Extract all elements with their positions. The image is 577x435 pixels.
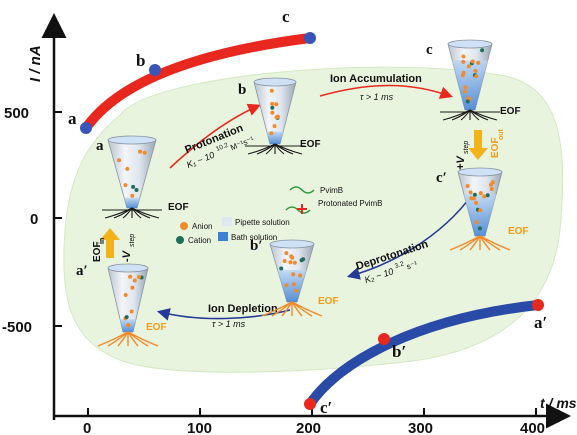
plus-v-step: +V [455, 155, 467, 170]
pipette-a-prime [97, 263, 159, 347]
y-tick-500: 500 [4, 105, 29, 122]
curve-label-c: c [282, 7, 290, 26]
eof-in-label: EOF [92, 241, 103, 262]
point-c-prime [304, 398, 316, 410]
curve-label-a-prime: a′ [534, 313, 547, 332]
state-label-a-prime: a′ [76, 263, 88, 279]
deprotonation-rate-unit: s⁻¹ [405, 259, 418, 271]
anion-icon [180, 222, 188, 230]
legend-anion: Anion [192, 222, 212, 231]
point-b [149, 64, 161, 76]
axes: 500 0 -500 0 100 200 300 400 I / nA t / … [2, 13, 577, 435]
protonation-rate-exp: 10.2 [215, 142, 230, 153]
legend-bath: Bath solution [231, 233, 277, 242]
lower-current-curve [305, 300, 543, 409]
eof-label-a: EOF [168, 202, 189, 213]
state-label-a: a [96, 138, 104, 154]
y-axis-label: I / nA [27, 45, 44, 82]
curve-label-c-prime: c′ [320, 398, 332, 417]
state-label-c-prime: c′ [436, 170, 447, 186]
state-label-b: b [238, 82, 246, 98]
x-tick-200: 200 [296, 420, 321, 435]
left-step-arrow [100, 228, 120, 258]
curve-label-a: a [68, 109, 77, 128]
x-tick-400: 400 [520, 420, 545, 435]
pipette-b [245, 77, 305, 155]
legend-cation: Cation [188, 236, 211, 245]
eof-label-b-prime: EOF [318, 296, 339, 307]
accumulation-title: Ion Accumulation [330, 73, 422, 85]
eof-label-c-prime: EOF [508, 226, 529, 237]
eof-label-a-prime: EOF [146, 322, 167, 333]
legend: Anion Cation Pipette solution Bath solut… [176, 186, 382, 245]
curve-label-b: b [136, 51, 145, 70]
y-tick-0: 0 [30, 211, 38, 228]
x-axis-label: t / ms [540, 395, 577, 411]
plus-v-step-sub: step [463, 141, 470, 154]
protonation-arrow [169, 103, 261, 169]
eof-out-label: EOF [490, 137, 501, 158]
cation-icon [176, 236, 184, 244]
pipette-a [102, 135, 162, 219]
minus-v-step: -V [121, 249, 133, 262]
point-a [80, 122, 92, 134]
point-c [304, 32, 316, 44]
accumulation-arrow [319, 84, 454, 99]
pipette-c [440, 39, 500, 121]
x-tick-300: 300 [408, 420, 433, 435]
curve-label-b-prime: b′ [392, 342, 406, 361]
eof-in-sub: in [99, 238, 106, 244]
bath-solution-icon [218, 232, 228, 241]
legend-pipette: Pipette solution [235, 218, 290, 227]
pipette-c-prime [449, 167, 511, 251]
background-blob [63, 66, 564, 373]
state-label-b-prime: b′ [250, 238, 263, 254]
x-tick-100: 100 [187, 420, 212, 435]
eof-label-b: EOF [300, 139, 321, 150]
y-tick-neg500: -500 [2, 319, 32, 336]
depletion-title: Ion Depletion [208, 303, 278, 315]
deprotonation-rate-exp: 3.2 [394, 260, 405, 270]
accumulation-time: τ > 1 ms [360, 92, 394, 102]
pipette-solution-icon [222, 217, 232, 226]
depletion-time: τ > 1 ms [212, 319, 246, 329]
right-step-arrow [468, 130, 488, 160]
x-tick-0: 0 [83, 420, 91, 435]
state-label-c: c [426, 42, 433, 58]
eof-out-sub: out [498, 128, 505, 140]
pipette-b-prime [261, 239, 323, 317]
eof-label-c: EOF [500, 106, 521, 117]
point-a-prime [532, 299, 544, 311]
pvimb-icon [289, 186, 315, 194]
legend-pvimb: PvimB [320, 186, 343, 195]
minus-v-step-sub: step [129, 234, 136, 247]
legend-protonated: Protonated PvimB [318, 199, 382, 208]
point-b-prime [378, 333, 390, 345]
upper-current-curve [81, 33, 315, 133]
